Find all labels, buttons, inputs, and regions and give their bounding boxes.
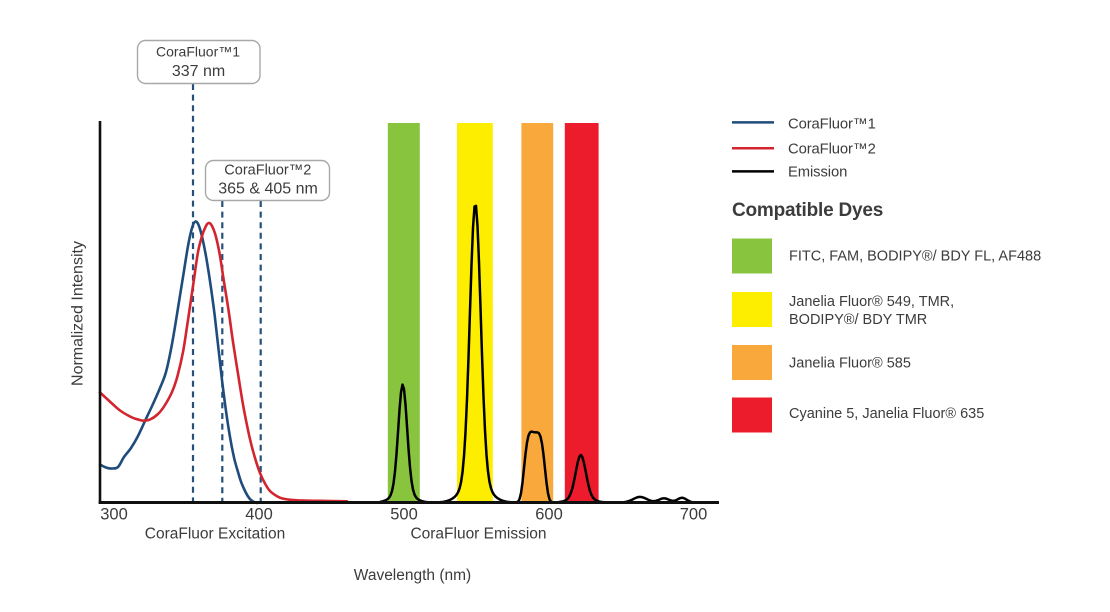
svg-text:CoraFluor Emission: CoraFluor Emission [410, 526, 546, 543]
svg-text:Emission: Emission [788, 165, 847, 181]
svg-text:Normalized Intensity: Normalized Intensity [70, 241, 87, 386]
svg-text:365 & 405 nm: 365 & 405 nm [218, 181, 318, 198]
svg-text:CoraFluor™2: CoraFluor™2 [224, 163, 311, 179]
svg-text:337 nm: 337 nm [172, 63, 225, 80]
svg-text:Janelia Fluor® 549, TMR,: Janelia Fluor® 549, TMR, [789, 294, 954, 310]
svg-text:Cyanine 5, Janelia Fluor® 635: Cyanine 5, Janelia Fluor® 635 [789, 406, 984, 422]
svg-text:300: 300 [100, 506, 128, 524]
svg-text:Compatible Dyes: Compatible Dyes [732, 200, 883, 221]
svg-text:700: 700 [680, 506, 708, 524]
svg-text:FITC, FAM, BODIPY®/ BDY FL, AF: FITC, FAM, BODIPY®/ BDY FL, AF488 [789, 249, 1041, 265]
svg-text:400: 400 [245, 506, 273, 524]
svg-text:CoraFluor™2: CoraFluor™2 [788, 142, 876, 158]
svg-text:CoraFluor™1: CoraFluor™1 [156, 44, 240, 60]
svg-text:BODIPY®/ BDY TMR: BODIPY®/ BDY TMR [789, 312, 927, 328]
svg-text:CoraFluor Excitation: CoraFluor Excitation [145, 526, 285, 543]
svg-text:Wavelength (nm): Wavelength (nm) [354, 567, 471, 584]
svg-text:Janelia Fluor® 585: Janelia Fluor® 585 [789, 356, 911, 372]
svg-text:CoraFluor™1: CoraFluor™1 [788, 117, 876, 133]
svg-text:600: 600 [535, 506, 563, 524]
svg-text:500: 500 [390, 506, 418, 524]
